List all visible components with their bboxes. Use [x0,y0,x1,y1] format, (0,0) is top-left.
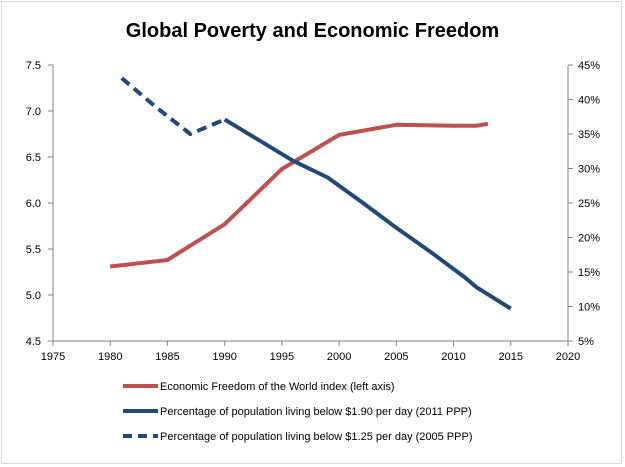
right-tick-label: 35% [578,129,600,141]
right-tick-label: 10% [578,302,600,314]
legend-label-2: Percentage of population living below $1… [160,406,472,418]
x-tick-label: 1975 [41,351,65,363]
legend-label-1: Economic Freedom of the World index (lef… [160,381,395,393]
right-tick-label: 40% [578,95,600,107]
right-tick-label: 5% [578,336,594,348]
right-tick-label: 30% [578,164,600,176]
x-tick-label: 1995 [270,351,294,363]
left-tick-label: 5.0 [26,290,41,302]
right-tick-label: 25% [578,198,600,210]
chart-lines [109,76,512,311]
series-line-3 [120,76,226,136]
series-line-2 [223,117,512,311]
x-tick-label: 2005 [384,351,408,363]
x-tick-label: 2000 [327,351,351,363]
x-tick-label: 2015 [499,351,523,363]
right-tick-label: 45% [578,60,600,72]
right-tick-label: 15% [578,267,600,279]
x-tick-label: 1980 [98,351,122,363]
chart-legend: Economic Freedom of the World index (lef… [123,381,473,443]
chart-axes: 1975 1980 1985 1990 1995 2000 2005 2010 2015 2020… [26,60,601,363]
left-tick-label: 6.0 [26,198,41,210]
left-tick-label: 7.0 [26,106,41,118]
right-tick-label: 20% [578,233,600,245]
x-tick-label: 2020 [556,351,580,363]
left-tick-label: 4.5 [26,336,41,348]
x-tick-label: 2010 [441,351,465,363]
left-tick-label: 7.5 [26,60,41,72]
x-tick-label: 1985 [155,351,179,363]
left-tick-label: 6.5 [26,152,41,164]
series-line-1 [109,121,489,269]
x-tick-label: 1990 [212,351,236,363]
legend-label-3: Percentage of population living below $1… [160,431,473,443]
left-tick-label: 5.5 [26,244,41,256]
chart-title: Global Poverty and Economic Freedom [125,20,500,42]
